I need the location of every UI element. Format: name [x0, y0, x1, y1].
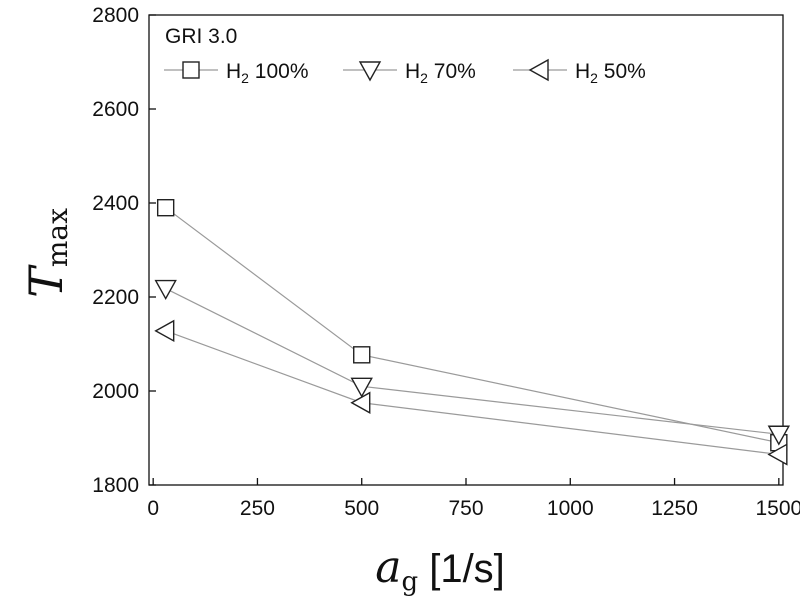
- x-tick-label: 0: [147, 497, 159, 520]
- x-axis-title-main: a: [375, 542, 401, 593]
- legend-label-sub: 2: [241, 70, 249, 86]
- x-tick-label: 750: [448, 497, 483, 520]
- series-layer: [154, 198, 791, 466]
- legend-marker: [182, 61, 200, 79]
- legend-marker: [528, 58, 549, 82]
- data-point: [156, 198, 175, 217]
- series-line: [165, 207, 779, 444]
- legend-entry: H2 100%: [164, 60, 309, 86]
- x-axis-title-sub: g: [401, 567, 418, 597]
- legend-marker: [358, 61, 382, 82]
- data-point: [154, 319, 175, 343]
- series-line: [165, 288, 779, 435]
- x-tick-label: 500: [344, 497, 379, 520]
- legend: GRI 3.0H2 100% H2 70% H2 50%: [164, 25, 646, 86]
- data-point: [350, 377, 373, 398]
- data-point: [767, 443, 788, 466]
- legend-entry: H2 50%: [513, 58, 646, 86]
- x-tick-label: 250: [240, 497, 275, 520]
- legend-label: H2 100%: [226, 60, 309, 86]
- legend-label-rest: 100%: [249, 60, 309, 83]
- series-line: [165, 330, 779, 456]
- legend-label-main: H: [575, 60, 590, 83]
- x-axis-title-unit: [1/s]: [418, 547, 505, 591]
- data-point: [154, 279, 177, 300]
- x-tick-label: 1500: [755, 497, 800, 520]
- legend-label-main: H: [405, 60, 420, 83]
- legend-label: H2 70%: [405, 60, 476, 86]
- x-tick-label: 1000: [547, 497, 594, 520]
- legend-title: GRI 3.0: [165, 25, 237, 48]
- legend-label-sub: 2: [420, 70, 428, 86]
- y-axis-title: Tmax: [19, 208, 74, 298]
- y-axis-title-sub: max: [41, 208, 74, 267]
- legend-label-sub: 2: [590, 70, 598, 86]
- y-tick-label: 2800: [92, 4, 139, 27]
- y-tick-label: 2400: [92, 192, 139, 215]
- y-tick-label: 2600: [92, 98, 139, 121]
- legend-label-main: H: [226, 60, 241, 83]
- y-tick-label: 1800: [92, 474, 139, 497]
- y-axis-title-main: T: [19, 264, 73, 298]
- series-0: [156, 198, 788, 452]
- y-tick-label: 2000: [92, 380, 139, 403]
- legend-label-rest: 50%: [598, 60, 646, 83]
- x-tick-label: 1250: [651, 497, 698, 520]
- legend-label-rest: 70%: [428, 60, 476, 83]
- x-axis-title: ag [1/s]: [375, 542, 505, 597]
- legend-entry: H2 70%: [343, 60, 476, 86]
- axis-ticks: 0 250 500 750 1000 1250 1500 1800 2000 2200 2400 26…: [92, 4, 800, 520]
- data-point: [353, 346, 371, 364]
- data-point: [767, 425, 791, 446]
- series-2: [154, 319, 788, 466]
- legend-label: H2 50%: [575, 60, 646, 86]
- y-tick-label: 2200: [92, 286, 139, 309]
- series-1: [154, 279, 791, 446]
- data-point: [350, 391, 371, 414]
